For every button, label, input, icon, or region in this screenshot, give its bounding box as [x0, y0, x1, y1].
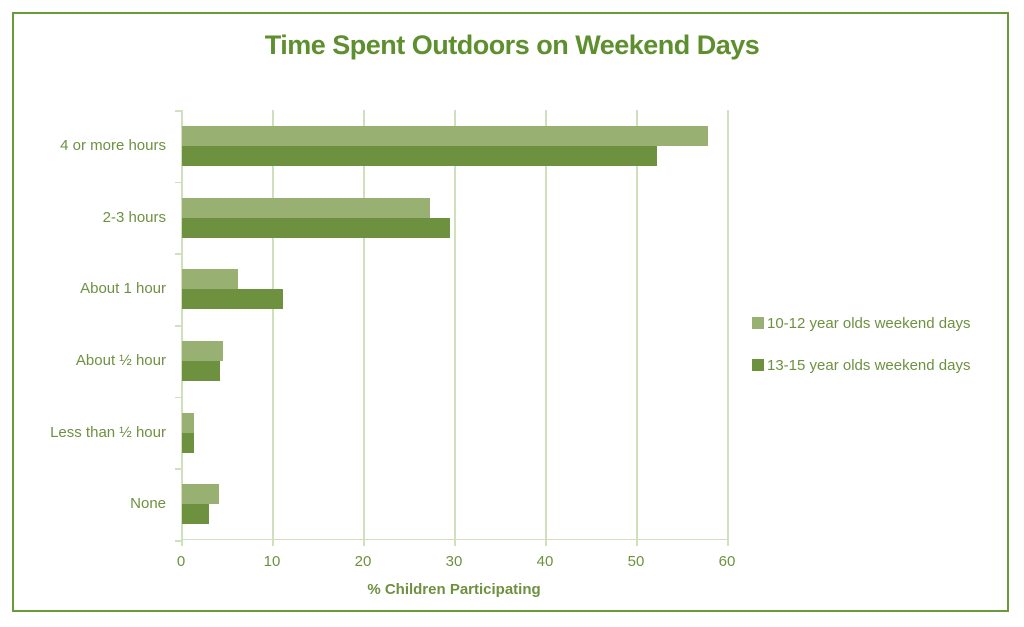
x-tick: [636, 540, 638, 546]
gridline: [636, 110, 638, 540]
bar-10-12: [182, 269, 239, 290]
gridline: [545, 110, 547, 540]
y-tick: [175, 181, 181, 184]
x-tick-label: 10: [263, 553, 281, 570]
x-tick-label: 0: [176, 553, 186, 570]
x-tick: [363, 540, 365, 546]
category-label: Less than ½ hour: [50, 423, 166, 441]
y-tick: [175, 540, 181, 542]
category-label: About ½ hour: [75, 351, 166, 369]
y-axis-line: [181, 110, 183, 540]
bar-13-15: [182, 360, 221, 381]
y-tick: [175, 396, 181, 399]
x-tick: [545, 540, 547, 546]
x-axis-title: % Children Participating: [367, 581, 541, 598]
x-tick: [272, 540, 274, 546]
x-tick-label: 50: [627, 553, 645, 570]
legend-item: 10-12 year olds weekend days: [752, 313, 970, 333]
legend-item: 13-15 year olds weekend days: [752, 355, 970, 375]
y-tick: [175, 253, 181, 255]
legend: 10-12 year olds weekend days 13-15 year o…: [752, 313, 970, 397]
legend-swatch-icon: [752, 317, 764, 329]
category-label: 2-3 hours: [102, 208, 166, 226]
x-tick-label: 20: [354, 553, 372, 570]
bar-13-15: [182, 217, 450, 238]
y-tick: [175, 325, 181, 327]
bar-13-15: [182, 432, 194, 453]
x-tick: [727, 540, 729, 546]
legend-label: 13-15 year olds weekend days: [767, 356, 971, 374]
gridline: [727, 110, 729, 540]
bar-13-15: [182, 504, 210, 525]
bar-13-15: [182, 145, 658, 166]
bar-10-12: [182, 412, 194, 433]
x-tick: [181, 540, 183, 546]
x-tick: [454, 540, 456, 546]
chart-frame: [12, 12, 1009, 612]
bar-10-12: [182, 340, 223, 361]
x-tick-label: 60: [718, 553, 736, 570]
bar-10-12: [182, 125, 708, 146]
chart-title: Time Spent Outdoors on Weekend Days: [264, 30, 760, 60]
y-tick: [175, 110, 181, 112]
bar-13-15: [182, 289, 283, 310]
bar-10-12: [182, 484, 220, 505]
legend-swatch-icon: [752, 359, 764, 371]
x-tick-label: 30: [445, 553, 463, 570]
gridline: [454, 110, 456, 540]
category-label: About 1 hour: [80, 280, 166, 298]
x-tick-label: 40: [536, 553, 554, 570]
plot-area: [175, 110, 729, 546]
gridline: [272, 110, 274, 540]
legend-label: 10-12 year olds weekend days: [767, 314, 971, 332]
bar-10-12: [182, 197, 431, 218]
category-label: 4 or more hours: [60, 136, 166, 154]
gridline: [363, 110, 365, 540]
y-tick: [175, 468, 181, 470]
category-label: None: [130, 495, 166, 513]
